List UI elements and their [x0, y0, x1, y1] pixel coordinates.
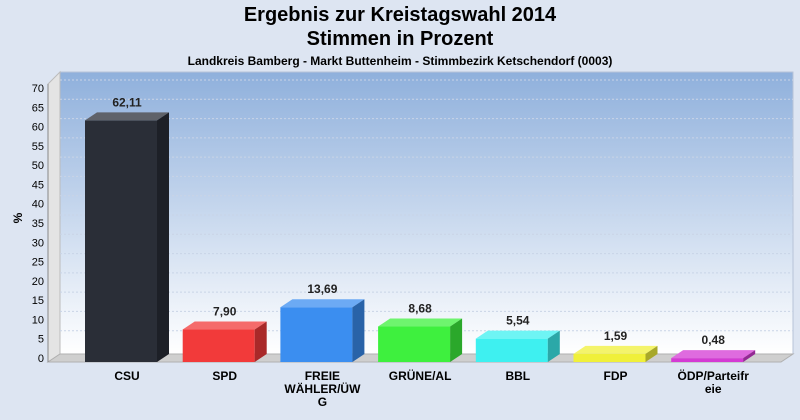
- category-label: SPD: [212, 369, 237, 383]
- bar-side: [157, 112, 169, 362]
- y-tick-label: 30: [32, 237, 44, 249]
- y-tick-label: 0: [38, 353, 44, 365]
- bar-front: [85, 120, 157, 362]
- category-label: GRÜNE/AL: [389, 368, 452, 383]
- bar-4: 8,68: [378, 302, 463, 362]
- y-tick-label: 60: [32, 122, 44, 134]
- bar-front: [378, 326, 451, 362]
- value-label: 5,54: [506, 314, 530, 328]
- y-tick-label: 55: [32, 141, 44, 153]
- bar-top: [573, 345, 658, 354]
- y-axis-label: %: [11, 212, 25, 223]
- value-label: 62,11: [112, 95, 142, 109]
- bar-side: [645, 345, 658, 362]
- bar-top: [671, 350, 756, 359]
- bar-front: [475, 338, 548, 362]
- y-tick-label: 20: [32, 276, 44, 288]
- value-label: 7,90: [213, 305, 237, 319]
- category-label: BBL: [505, 369, 530, 383]
- bar-top: [280, 299, 365, 308]
- category-label: ÖDP/Parteifr eie: [678, 368, 750, 396]
- bar-front: [280, 307, 353, 362]
- category-label: FDP: [604, 369, 628, 383]
- bar-2: 7,90: [182, 305, 267, 362]
- plot-side-wall: [47, 70, 61, 363]
- chart-title: Ergebnis zur Kreistagswahl 2014: [243, 4, 557, 26]
- value-label: 0,48: [702, 333, 726, 347]
- bar-1: 62,11: [85, 95, 169, 362]
- bar-front: [671, 358, 744, 362]
- value-label: 13,69: [307, 282, 337, 296]
- y-tick-label: 50: [32, 160, 44, 172]
- bar-side: [547, 330, 560, 362]
- bar-side: [254, 321, 267, 362]
- bar-front: [573, 353, 646, 362]
- bar-side: [450, 318, 463, 362]
- bar-5: 5,54: [475, 314, 560, 362]
- y-tick-label: 70: [32, 83, 44, 95]
- chart-subtitle: Landkreis Bamberg - Markt Buttenheim - S…: [187, 54, 613, 68]
- chart-title-line2: Stimmen in Prozent: [306, 28, 494, 50]
- bar-top: [475, 330, 560, 339]
- category-label: CSU: [114, 369, 139, 383]
- category-label: FREIE WÄHLER/ÜW G: [284, 369, 361, 409]
- bar-side: [743, 350, 756, 362]
- y-tick-label: 65: [32, 102, 44, 114]
- bar-top: [182, 321, 267, 330]
- y-tick-label: 5: [38, 334, 44, 346]
- bar-6: 1,59: [573, 329, 658, 362]
- y-tick-label: 10: [32, 314, 44, 326]
- bar-3: 13,69: [280, 282, 365, 362]
- bar-front: [182, 329, 255, 362]
- y-tick-label: 25: [32, 257, 44, 269]
- plot-background: [59, 71, 794, 355]
- y-tick-label: 45: [32, 179, 44, 191]
- bar-top: [85, 112, 169, 121]
- bar-7: 0,48: [671, 333, 756, 362]
- y-tick-label: 15: [32, 295, 44, 307]
- y-tick-label: 35: [32, 218, 44, 230]
- bar-top: [378, 318, 463, 327]
- bar-side: [352, 299, 365, 362]
- y-tick-label: 40: [32, 199, 44, 211]
- value-label: 8,68: [408, 302, 432, 316]
- value-label: 1,59: [604, 329, 628, 343]
